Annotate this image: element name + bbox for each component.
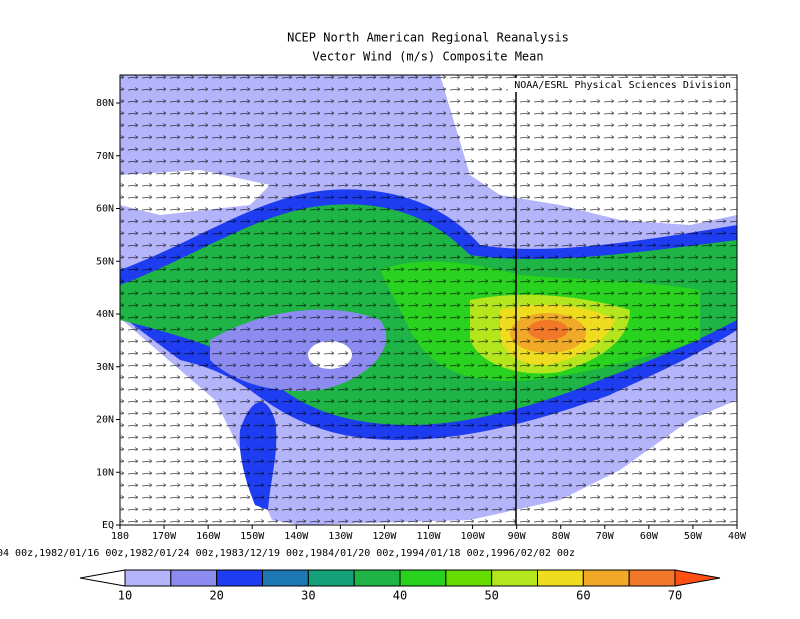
title-line: Vector Wind (m/s) Composite Mean xyxy=(312,50,543,64)
lon-label: 40W xyxy=(728,531,747,542)
lon-label: 80W xyxy=(552,531,571,542)
lon-label: 150W xyxy=(240,531,265,542)
colorbar-label: 50 xyxy=(484,589,498,603)
lat-label: 70N xyxy=(96,151,114,162)
colorbar-label: 60 xyxy=(576,589,590,603)
colorbar-cell xyxy=(582,569,630,587)
lat-label: 10N xyxy=(96,467,114,478)
lat-label: 50N xyxy=(96,256,114,267)
lon-label: 160W xyxy=(196,531,221,542)
lat-label: 20N xyxy=(96,415,114,426)
lat-label: 60N xyxy=(96,204,114,215)
colorbar-cell xyxy=(170,569,218,587)
colorbar-label: 30 xyxy=(301,589,315,603)
colorbar: 10 20 30 40 50 60 70 xyxy=(79,569,721,603)
title-line: NCEP North American Regional Reanalysis xyxy=(287,31,569,45)
lat-label: 30N xyxy=(96,362,114,373)
colorbar-cell xyxy=(628,569,676,587)
colorbar-cell xyxy=(674,569,721,587)
colorbar-cell xyxy=(262,569,309,587)
colorbar-cell xyxy=(399,569,447,587)
colorbar-label: 70 xyxy=(668,589,682,603)
lon-label: 60W xyxy=(640,531,659,542)
lon-label: 180 xyxy=(111,531,129,542)
lat-label: 40N xyxy=(96,309,114,320)
credit-box xyxy=(508,78,734,92)
lon-label: 140W xyxy=(284,531,309,542)
lon-label: 170W xyxy=(152,531,177,542)
colorbar-cell xyxy=(353,569,401,587)
colorbar-cell xyxy=(124,569,172,587)
lon-label: 100W xyxy=(461,531,486,542)
colorbar-cell xyxy=(445,569,493,587)
lat-label: EQ xyxy=(102,520,114,531)
colorbar-label: 10 xyxy=(118,589,132,603)
lon-label: 130W xyxy=(328,531,353,542)
colorbar-label: 40 xyxy=(393,589,407,603)
axes: EQ 10N 20N 30N 40N 50N 60N 70N 80N 180 170W 160W 150… xyxy=(96,98,747,542)
lat-label: 80N xyxy=(96,98,114,109)
colorbar-label: 20 xyxy=(209,589,223,603)
colorbar-cell xyxy=(537,569,584,587)
date-list: 04 00z,1982/01/16 00z,1982/01/24 00z,198… xyxy=(0,548,575,559)
credit: NOAA/ESRL Physical Sciences Division xyxy=(514,80,731,91)
lon-label: 70W xyxy=(596,531,615,542)
colorbar-cell xyxy=(79,569,126,587)
lon-label: 120W xyxy=(372,531,397,542)
colorbar-cell xyxy=(491,569,538,587)
colorbar-cell xyxy=(216,569,264,587)
lon-label: 90W xyxy=(508,531,527,542)
lon-label: 110W xyxy=(416,531,441,542)
lon-label: 50W xyxy=(684,531,703,542)
wind-field xyxy=(120,75,737,525)
colorbar-cell xyxy=(307,569,355,587)
